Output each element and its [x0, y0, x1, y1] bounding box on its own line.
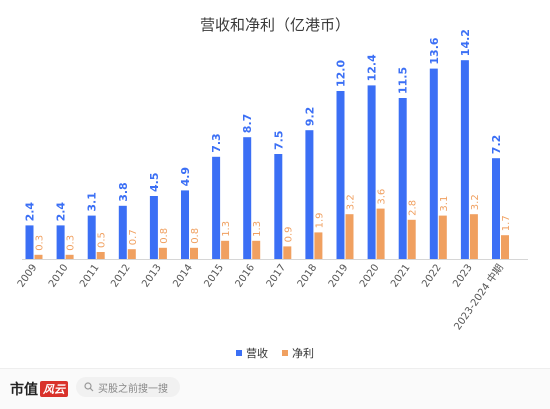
- x-tick-label: 2011: [78, 262, 102, 289]
- bar-profit: [438, 215, 447, 259]
- bar-revenue: [398, 98, 407, 259]
- data-label-revenue: 11.5: [397, 67, 410, 94]
- data-label-revenue: 3.8: [117, 182, 130, 202]
- bar-revenue: [212, 156, 221, 259]
- bar-revenue: [274, 154, 283, 259]
- x-tick-label: 2017: [265, 262, 289, 289]
- data-label-revenue: 3.1: [86, 192, 99, 212]
- x-tick-label: 2016: [234, 262, 258, 289]
- bar-profit: [127, 249, 136, 259]
- bar-profit: [34, 254, 43, 259]
- brand-logo[interactable]: 市值 风云: [10, 379, 68, 399]
- data-label-profit: 0.5: [97, 232, 108, 248]
- bar-profit: [96, 252, 105, 259]
- chart-legend: 营收 净利: [0, 345, 550, 361]
- footer-bar: 市值 风云 买股之前搜一搜: [0, 368, 550, 409]
- data-label-profit: 0.8: [159, 228, 170, 244]
- search-placeholder: 买股之前搜一搜: [98, 383, 168, 395]
- data-label-profit: 1.3: [252, 221, 263, 237]
- bar-revenue: [25, 225, 34, 259]
- bar-profit: [469, 214, 478, 259]
- bar-revenue: [336, 91, 345, 259]
- bar-revenue: [56, 225, 65, 259]
- legend-label-revenue: 营收: [246, 347, 268, 360]
- x-tick-label: 2020: [358, 262, 382, 289]
- legend-label-profit: 净利: [292, 347, 314, 360]
- search-box[interactable]: 买股之前搜一搜: [76, 377, 180, 397]
- legend-swatch-profit: [282, 350, 288, 356]
- bar-chart: 2.40.320092.40.320103.10.520113.80.72012…: [16, 29, 528, 332]
- data-label-revenue: 12.4: [366, 54, 379, 81]
- data-label-profit: 3.2: [470, 194, 481, 210]
- bar-profit: [501, 235, 509, 259]
- bar-revenue: [87, 215, 96, 259]
- data-label-revenue: 9.2: [303, 107, 316, 127]
- brand-name: 市值: [10, 382, 38, 398]
- chart-title: 营收和净利（亿港币）: [199, 16, 350, 34]
- data-label-revenue: 7.5: [272, 131, 285, 151]
- data-label-revenue: 13.6: [428, 37, 441, 64]
- brand-mark: 风云: [40, 381, 68, 397]
- data-label-profit: 0.8: [190, 228, 201, 244]
- x-tick-label: 2012: [109, 262, 133, 289]
- bar-profit: [283, 246, 292, 259]
- data-label-revenue: 12.0: [335, 60, 348, 87]
- data-label-profit: 3.2: [346, 194, 357, 210]
- data-label-profit: 2.8: [408, 200, 419, 216]
- legend-swatch-revenue: [236, 350, 242, 356]
- legend-item-revenue: 营收: [236, 345, 268, 361]
- x-tick-label: 2018: [296, 262, 320, 289]
- bar-revenue: [429, 68, 438, 259]
- bar-revenue: [149, 196, 158, 259]
- x-tick-label: 2015: [202, 262, 226, 289]
- bar-revenue: [118, 205, 127, 259]
- data-label-profit: 3.6: [377, 189, 388, 205]
- search-icon: [84, 382, 94, 392]
- bar-profit: [376, 208, 385, 259]
- bar-revenue: [367, 85, 376, 260]
- x-tick-label: 2022: [420, 262, 444, 289]
- data-label-revenue: 7.2: [490, 135, 503, 155]
- bar-profit: [158, 247, 167, 259]
- bar-profit: [252, 240, 261, 259]
- bar-revenue: [492, 158, 500, 259]
- data-label-revenue: 7.3: [210, 133, 223, 153]
- bar-profit: [314, 232, 323, 259]
- data-label-profit: 1.9: [314, 212, 325, 228]
- bar-profit: [190, 247, 198, 259]
- bar-profit: [65, 254, 74, 259]
- bar-profit: [345, 214, 354, 259]
- data-label-profit: 3.1: [439, 196, 450, 212]
- bar-revenue: [305, 130, 314, 259]
- bar-revenue: [181, 190, 189, 259]
- bar-revenue: [243, 137, 252, 259]
- legend-item-profit: 净利: [282, 345, 314, 361]
- data-label-profit: 0.9: [283, 226, 294, 242]
- data-label-profit: 0.3: [35, 235, 46, 251]
- data-label-profit: 1.7: [501, 215, 512, 231]
- x-tick-label: 2021: [389, 262, 413, 289]
- data-label-revenue: 2.4: [55, 202, 68, 222]
- data-label-profit: 0.3: [66, 235, 77, 251]
- bar-profit: [221, 240, 230, 259]
- data-label-profit: 0.7: [128, 229, 139, 245]
- x-tick-label: 2014: [171, 262, 195, 289]
- data-label-revenue: 8.7: [241, 114, 254, 134]
- x-tick-label: 2009: [16, 262, 40, 289]
- data-label-revenue: 2.4: [24, 202, 37, 222]
- data-label-revenue: 14.2: [459, 29, 472, 56]
- x-tick-label: 2023: [451, 262, 475, 289]
- x-tick-label: 2019: [327, 262, 351, 289]
- bar-profit: [407, 219, 416, 259]
- x-tick-label: 2010: [47, 262, 71, 289]
- data-label-revenue: 4.5: [148, 173, 161, 193]
- bar-revenue: [460, 60, 469, 260]
- data-label-profit: 1.3: [221, 221, 232, 237]
- x-tick-label: 2013: [140, 262, 164, 289]
- data-label-revenue: 4.9: [179, 167, 192, 187]
